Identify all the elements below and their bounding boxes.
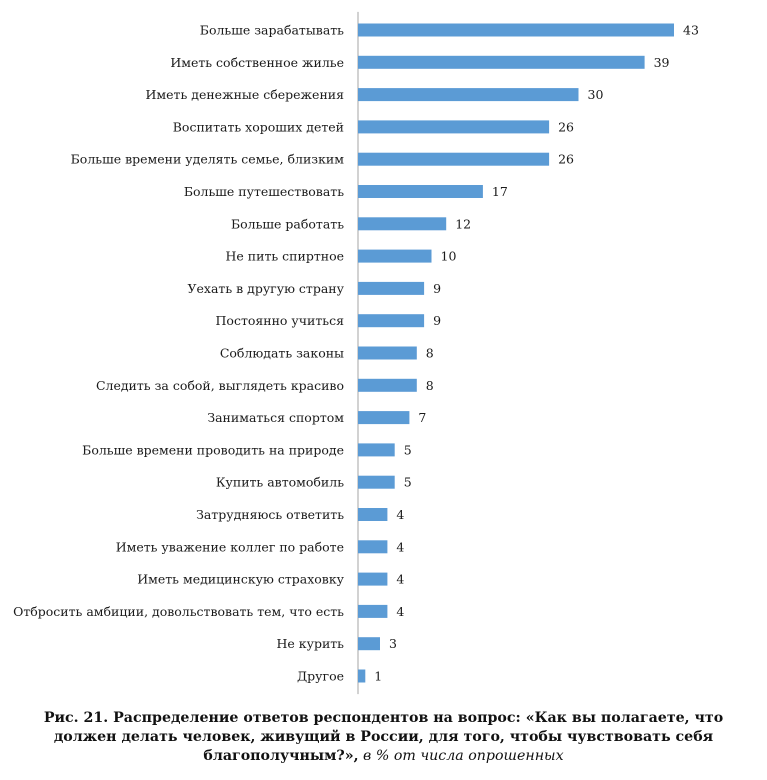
value-label: 43	[683, 23, 699, 38]
bar	[358, 604, 388, 618]
bar	[358, 443, 395, 457]
category-label: Соблюдать законы	[220, 346, 344, 361]
figure-caption: Рис. 21. Распределение ответов респонден…	[20, 709, 747, 766]
category-label: Воспитать хороших детей	[173, 119, 344, 134]
category-label: Не курить	[277, 636, 345, 651]
value-label: 10	[441, 249, 457, 264]
value-label: 12	[455, 216, 471, 231]
bar	[358, 540, 388, 554]
category-label: Больше путешествовать	[184, 184, 344, 199]
bar	[358, 378, 417, 392]
bar	[358, 346, 417, 360]
value-label: 9	[433, 281, 441, 296]
bar-chart: Больше зарабатывать Иметь собственное жил…	[13, 11, 699, 695]
category-label: Больше работать	[231, 216, 344, 231]
category-label: Другое	[297, 669, 344, 684]
bar	[358, 55, 645, 69]
bar	[358, 669, 366, 683]
value-label: 4	[396, 604, 404, 619]
caption-title: Рис. 21. Распределение ответов респонден…	[43, 710, 724, 764]
category-label: Больше времени уделять семье, близким	[71, 152, 345, 167]
category-label: Следить за собой, выглядеть красиво	[96, 378, 344, 393]
category-label: Больше времени проводить на природе	[82, 442, 344, 457]
category-label: Уехать в другую страну	[187, 281, 344, 296]
value-label: 39	[654, 55, 670, 70]
value-label: 26	[558, 119, 574, 134]
value-label: 26	[558, 152, 574, 167]
bar	[358, 508, 388, 521]
bar	[358, 152, 550, 166]
bar	[358, 185, 483, 198]
value-label: 3	[389, 636, 397, 651]
value-label: 7	[418, 410, 426, 425]
value-label: 5	[404, 442, 412, 457]
category-label: Иметь уважение коллег по работе	[116, 539, 344, 554]
value-label: 5	[404, 475, 412, 490]
bar	[358, 475, 395, 489]
category-label: Иметь собственное жилье	[170, 55, 344, 70]
category-label: Не пить спиртное	[226, 249, 344, 264]
bar	[358, 88, 579, 102]
bars-group	[358, 23, 674, 683]
bar	[358, 23, 674, 37]
value-label: 9	[433, 313, 441, 328]
value-label: 4	[396, 507, 404, 522]
bar	[358, 314, 425, 328]
category-labels-group: Больше зарабатывать Иметь собственное жил…	[13, 23, 345, 684]
caption-units: в % от числа опрошенных	[358, 748, 564, 764]
category-label: Затрудняюсь ответить	[196, 507, 344, 522]
category-label: Отбросить амбиции, довольствовать тем, ч…	[13, 604, 344, 619]
category-label: Заниматься спортом	[207, 410, 344, 425]
bar	[358, 281, 425, 295]
category-label: Купить автомобиль	[216, 475, 344, 490]
bar	[358, 249, 432, 263]
category-label: Постоянно учиться	[216, 313, 345, 328]
bar	[358, 411, 410, 425]
value-label: 8	[426, 346, 434, 361]
bar	[358, 637, 380, 651]
category-label: Больше зарабатывать	[200, 23, 344, 38]
value-label: 17	[492, 184, 508, 199]
bar	[358, 217, 447, 231]
value-label: 4	[396, 539, 404, 554]
value-label: 8	[426, 378, 434, 393]
value-label: 30	[588, 87, 604, 102]
category-label: Иметь медицинскую страховку	[137, 572, 344, 587]
category-label: Иметь денежные сбережения	[146, 87, 345, 102]
bar	[358, 120, 550, 134]
bar	[358, 572, 388, 586]
value-label: 4	[396, 572, 404, 587]
value-label: 1	[374, 669, 382, 684]
